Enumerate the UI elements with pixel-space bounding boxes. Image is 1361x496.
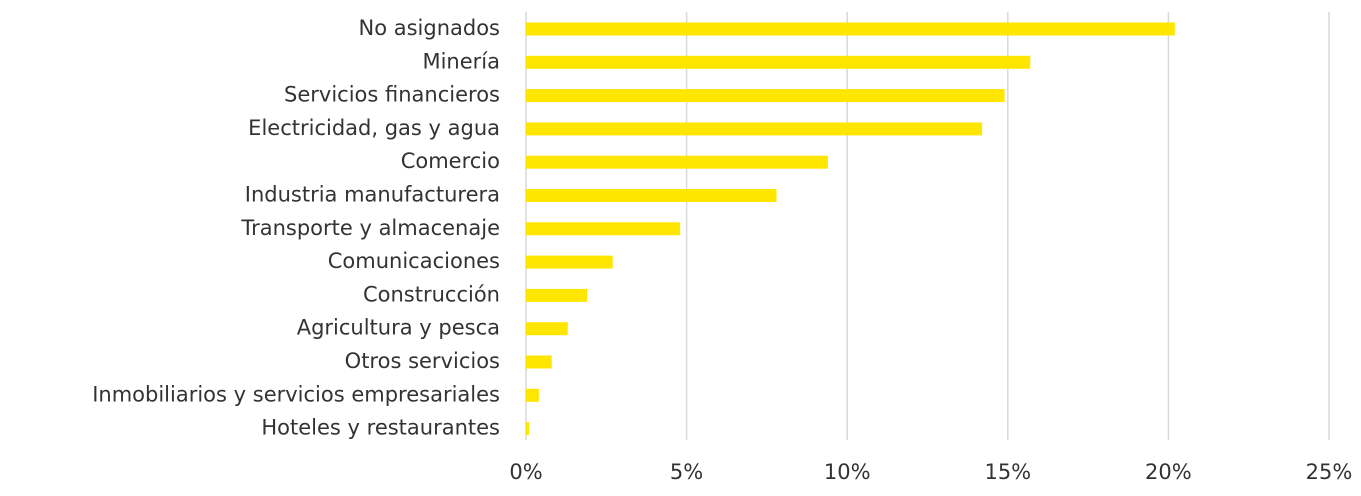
bar bbox=[526, 22, 1175, 36]
y-tick-label: Otros servicios bbox=[345, 349, 500, 373]
bar bbox=[526, 222, 681, 236]
bar bbox=[526, 189, 777, 202]
y-tick-label: Transporte y almacenaje bbox=[240, 216, 500, 240]
bar bbox=[526, 388, 539, 402]
bar bbox=[526, 322, 568, 336]
bar bbox=[526, 89, 1005, 103]
y-tick-label: Servicios financieros bbox=[284, 83, 500, 107]
x-tick-label: 15% bbox=[984, 460, 1031, 484]
y-tick-label: Electricidad, gas y agua bbox=[248, 116, 500, 140]
y-tick-label: Inmobiliarios y servicios empresariales bbox=[92, 382, 500, 406]
y-tick-label: Minería bbox=[422, 49, 500, 73]
y-tick-label: Comercio bbox=[401, 149, 500, 173]
bar bbox=[526, 288, 588, 302]
x-tick-label: 0% bbox=[509, 460, 542, 484]
y-tick-label: Comunicaciones bbox=[328, 249, 500, 273]
y-tick-label: Construcción bbox=[363, 282, 500, 306]
x-tick-label: 25% bbox=[1306, 460, 1353, 484]
y-tick-label: Agricultura y pesca bbox=[297, 316, 500, 340]
bar bbox=[526, 122, 983, 136]
bar bbox=[526, 255, 613, 269]
bar bbox=[526, 155, 828, 169]
x-tick-label: 20% bbox=[1145, 460, 1192, 484]
y-tick-label: Industria manufacturera bbox=[245, 183, 500, 207]
y-tick-label: No asignados bbox=[358, 16, 500, 40]
bar bbox=[526, 55, 1031, 69]
x-tick-label: 5% bbox=[670, 460, 703, 484]
bar bbox=[526, 422, 530, 436]
x-tick-label: 10% bbox=[824, 460, 871, 484]
y-tick-label: Hoteles y restaurantes bbox=[261, 416, 500, 440]
bar bbox=[526, 355, 552, 369]
